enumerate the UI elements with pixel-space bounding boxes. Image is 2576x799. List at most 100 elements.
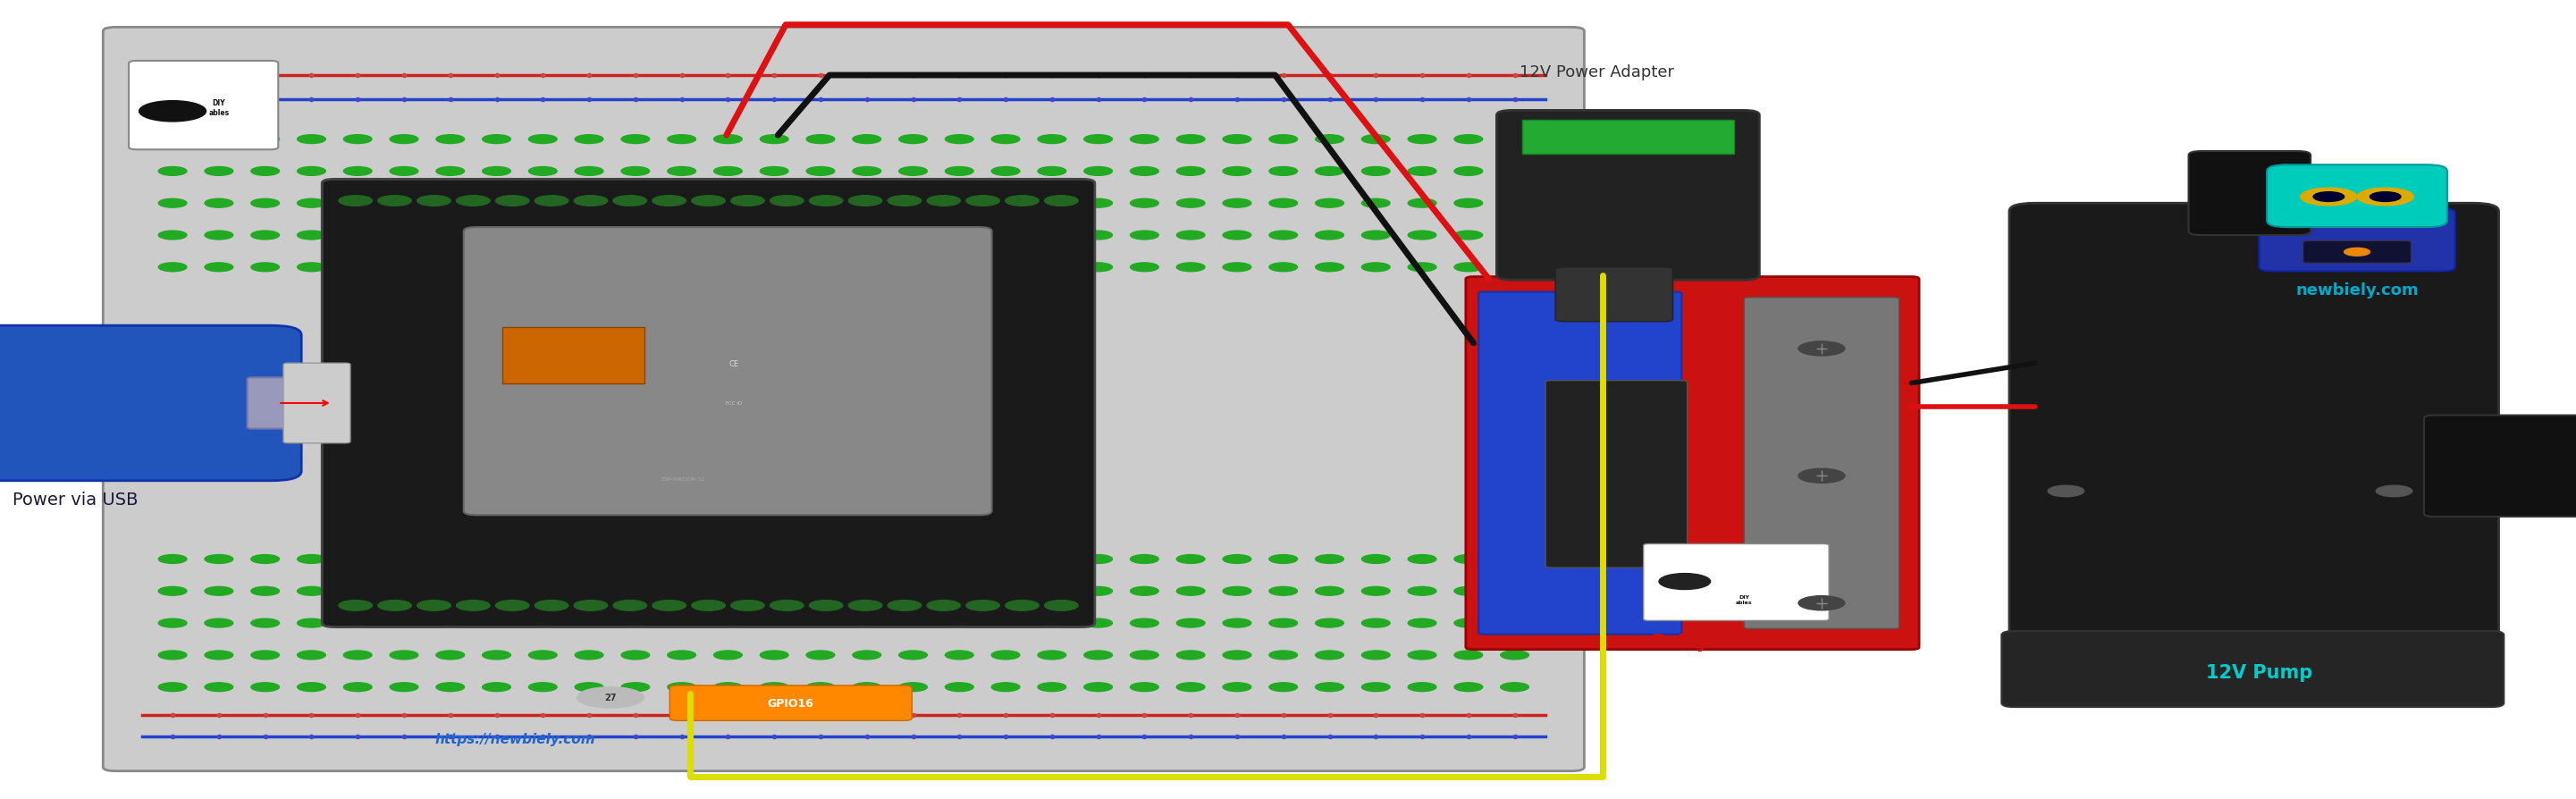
Circle shape: [1659, 574, 1710, 590]
Circle shape: [770, 197, 804, 206]
Circle shape: [667, 682, 696, 691]
Circle shape: [528, 618, 556, 628]
Circle shape: [1455, 135, 1484, 144]
FancyBboxPatch shape: [2267, 165, 2447, 228]
Circle shape: [2370, 193, 2401, 202]
Circle shape: [732, 197, 765, 206]
Circle shape: [992, 586, 1020, 596]
Circle shape: [1499, 264, 1528, 272]
Circle shape: [482, 199, 510, 208]
Text: 12V Pump: 12V Pump: [2205, 663, 2313, 681]
Circle shape: [160, 168, 188, 177]
Circle shape: [1131, 586, 1159, 596]
Circle shape: [250, 650, 278, 660]
Circle shape: [621, 168, 649, 177]
Circle shape: [1084, 199, 1113, 208]
Circle shape: [296, 199, 325, 208]
Circle shape: [343, 168, 371, 177]
Circle shape: [899, 650, 927, 660]
Circle shape: [1409, 555, 1437, 564]
Text: 27: 27: [605, 693, 616, 702]
Circle shape: [760, 231, 788, 240]
Circle shape: [482, 618, 510, 628]
Circle shape: [204, 168, 232, 177]
Circle shape: [204, 650, 232, 660]
Circle shape: [343, 135, 371, 144]
Circle shape: [853, 586, 881, 596]
Circle shape: [1363, 555, 1391, 564]
Circle shape: [389, 135, 417, 144]
Circle shape: [435, 231, 464, 240]
Circle shape: [806, 682, 835, 691]
Circle shape: [1499, 231, 1528, 240]
Text: https://n...: https://n...: [556, 527, 603, 560]
Circle shape: [1131, 618, 1159, 628]
Circle shape: [1499, 618, 1528, 628]
FancyBboxPatch shape: [1479, 292, 1682, 634]
FancyBboxPatch shape: [103, 28, 1584, 771]
Circle shape: [806, 650, 835, 660]
Circle shape: [250, 168, 278, 177]
Circle shape: [482, 555, 510, 564]
Circle shape: [574, 555, 603, 564]
Circle shape: [528, 555, 556, 564]
Circle shape: [1316, 135, 1345, 144]
Circle shape: [1316, 168, 1345, 177]
Text: DIY
ables: DIY ables: [209, 99, 229, 117]
Circle shape: [435, 135, 464, 144]
Circle shape: [992, 168, 1020, 177]
FancyBboxPatch shape: [464, 228, 992, 515]
Circle shape: [1038, 231, 1066, 240]
Circle shape: [343, 586, 371, 596]
Circle shape: [1084, 264, 1113, 272]
Circle shape: [1177, 168, 1206, 177]
Circle shape: [1084, 650, 1113, 660]
Circle shape: [340, 197, 371, 206]
Circle shape: [1224, 264, 1252, 272]
Circle shape: [899, 682, 927, 691]
Circle shape: [528, 231, 556, 240]
Circle shape: [1038, 135, 1066, 144]
Circle shape: [343, 682, 371, 691]
Circle shape: [667, 650, 696, 660]
Circle shape: [1177, 555, 1206, 564]
Circle shape: [1177, 650, 1206, 660]
Circle shape: [435, 650, 464, 660]
Circle shape: [495, 601, 528, 610]
Circle shape: [1409, 168, 1437, 177]
Circle shape: [945, 618, 974, 628]
Circle shape: [1499, 682, 1528, 691]
Circle shape: [250, 618, 278, 628]
Circle shape: [1131, 264, 1159, 272]
Circle shape: [1455, 231, 1484, 240]
Circle shape: [1038, 650, 1066, 660]
Circle shape: [1131, 650, 1159, 660]
Circle shape: [1363, 135, 1391, 144]
Circle shape: [1177, 199, 1206, 208]
Circle shape: [574, 601, 608, 610]
Circle shape: [770, 601, 804, 610]
Circle shape: [1131, 135, 1159, 144]
Circle shape: [1084, 618, 1113, 628]
Circle shape: [1455, 264, 1484, 272]
Circle shape: [1316, 264, 1345, 272]
Circle shape: [528, 168, 556, 177]
Circle shape: [1270, 682, 1298, 691]
Circle shape: [296, 264, 325, 272]
Circle shape: [992, 135, 1020, 144]
Circle shape: [574, 586, 603, 596]
Circle shape: [1224, 168, 1252, 177]
Text: Relay: Relay: [1651, 634, 1708, 651]
Circle shape: [574, 650, 603, 660]
FancyBboxPatch shape: [247, 378, 335, 429]
Circle shape: [574, 618, 603, 628]
Circle shape: [806, 264, 835, 272]
Circle shape: [343, 264, 371, 272]
Circle shape: [1316, 555, 1345, 564]
Circle shape: [1224, 199, 1252, 208]
Circle shape: [714, 199, 742, 208]
Circle shape: [574, 264, 603, 272]
Circle shape: [613, 197, 647, 206]
Circle shape: [806, 168, 835, 177]
Circle shape: [435, 264, 464, 272]
